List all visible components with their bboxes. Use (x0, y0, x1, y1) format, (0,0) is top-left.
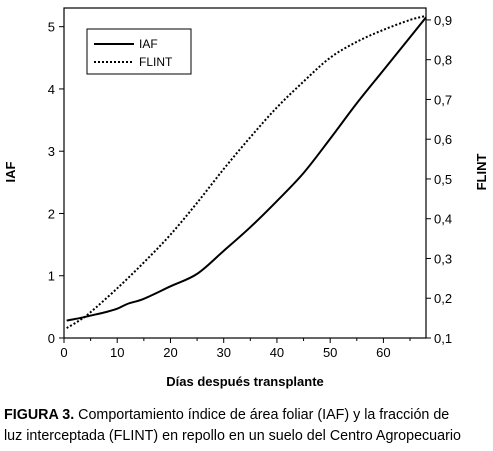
right-tick-label: 0,9 (434, 13, 452, 28)
caption-line-2: luz interceptada (FLINT) en repollo en u… (4, 428, 461, 444)
x-tick-label: 40 (270, 345, 284, 360)
right-tick-label: 0,1 (434, 331, 452, 346)
left-tick-label: 4 (48, 82, 55, 97)
legend-label-flint: FLINT (139, 55, 173, 69)
plot-frame (63, 7, 427, 339)
series-line-flint (66, 14, 427, 329)
x-axis-ticks: 0 10 20 30 40 50 60 (60, 338, 411, 360)
right-tick-label: 0,5 (434, 172, 452, 187)
legend: IAF FLINT (86, 28, 192, 75)
caption-label: FIGURA 3. (4, 407, 75, 423)
x-tick-label: 0 (60, 345, 67, 360)
left-axis-title: IAF (3, 161, 18, 182)
caption-line-1: FIGURA 3. Comportamiento índice de área … (4, 405, 490, 426)
x-tick-label: 50 (323, 345, 337, 360)
right-tick-label: 0,6 (434, 132, 452, 147)
left-tick-label: 1 (48, 269, 55, 284)
caption-text-1: Comportamiento índice de área foliar (IA… (78, 407, 450, 423)
right-axis-title: FLINT (474, 154, 489, 191)
right-tick-label: 0,4 (434, 212, 452, 227)
series-line-iaf (66, 16, 427, 322)
left-axis-ticks: 0 1 2 3 4 5 (48, 20, 64, 346)
right-axis-ticks: 0,1 0,2 0,3 0,4 0,5 0,6 0,7 0,8 0,9 (426, 13, 452, 346)
series-layer (66, 14, 427, 329)
left-tick-label: 3 (48, 144, 55, 159)
right-tick-label: 0,2 (434, 291, 452, 306)
x-tick-label: 10 (110, 345, 124, 360)
x-tick-label: 20 (163, 345, 177, 360)
right-tick-label: 0,3 (434, 251, 452, 266)
x-axis-title: Días después transplante (166, 374, 324, 389)
left-tick-label: 0 (48, 331, 55, 346)
x-tick-label: 30 (216, 345, 230, 360)
x-tick-label: 60 (376, 345, 390, 360)
legend-label-iaf: IAF (139, 37, 158, 51)
figure-caption: FIGURA 3. Comportamiento índice de área … (4, 405, 490, 447)
right-tick-label: 0,8 (434, 53, 452, 68)
legend-box (86, 28, 192, 75)
left-tick-label: 2 (48, 206, 55, 221)
left-tick-label: 5 (48, 20, 55, 35)
right-tick-label: 0,7 (434, 92, 452, 107)
